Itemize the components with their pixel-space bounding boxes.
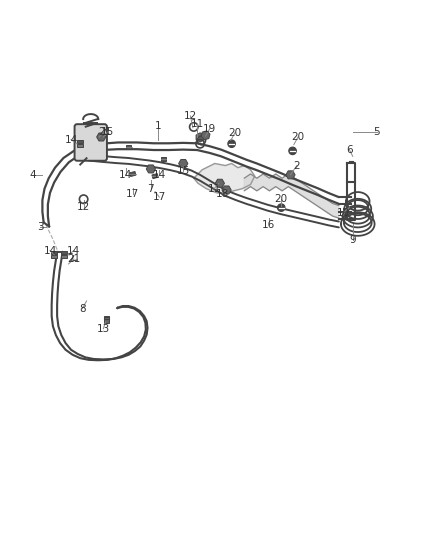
Text: 15: 15 bbox=[101, 127, 114, 137]
Text: 20: 20 bbox=[275, 194, 288, 204]
Polygon shape bbox=[215, 179, 224, 187]
Text: 3: 3 bbox=[37, 222, 44, 231]
Text: 2: 2 bbox=[293, 160, 300, 171]
Text: 18: 18 bbox=[216, 189, 229, 199]
Text: 14: 14 bbox=[67, 246, 81, 255]
Text: 12: 12 bbox=[184, 111, 197, 121]
Bar bbox=[161, 157, 166, 161]
Text: 17: 17 bbox=[126, 189, 139, 199]
Bar bbox=[104, 316, 109, 324]
Text: 15: 15 bbox=[177, 166, 190, 176]
Text: 5: 5 bbox=[373, 127, 380, 137]
Text: 14: 14 bbox=[153, 170, 166, 180]
Polygon shape bbox=[244, 174, 339, 218]
Text: 16: 16 bbox=[262, 220, 275, 230]
Text: 12: 12 bbox=[77, 202, 90, 212]
Text: 21: 21 bbox=[98, 127, 111, 137]
Polygon shape bbox=[222, 186, 231, 194]
Text: 20: 20 bbox=[228, 128, 241, 138]
Text: 4: 4 bbox=[30, 170, 36, 180]
Polygon shape bbox=[286, 171, 295, 179]
Polygon shape bbox=[196, 133, 204, 142]
Bar bbox=[61, 251, 67, 254]
Text: 11: 11 bbox=[207, 184, 221, 193]
Text: 14: 14 bbox=[64, 134, 78, 144]
Polygon shape bbox=[146, 165, 155, 173]
Polygon shape bbox=[194, 164, 255, 193]
Text: 13: 13 bbox=[97, 324, 110, 334]
Polygon shape bbox=[201, 131, 210, 140]
Bar bbox=[61, 255, 67, 258]
Circle shape bbox=[289, 147, 297, 155]
FancyBboxPatch shape bbox=[74, 124, 107, 161]
Text: 1: 1 bbox=[155, 120, 161, 131]
Bar bbox=[152, 174, 158, 179]
Text: 6: 6 bbox=[346, 144, 353, 155]
Text: 9: 9 bbox=[350, 236, 356, 245]
Text: 10: 10 bbox=[336, 208, 350, 217]
Text: 14: 14 bbox=[43, 246, 57, 255]
Bar bbox=[126, 145, 131, 149]
Circle shape bbox=[228, 140, 235, 148]
Circle shape bbox=[277, 204, 285, 212]
Bar bbox=[51, 255, 57, 258]
Polygon shape bbox=[179, 159, 188, 167]
Bar bbox=[51, 251, 57, 254]
Bar bbox=[130, 172, 136, 176]
Text: 7: 7 bbox=[148, 184, 154, 193]
Text: 17: 17 bbox=[153, 192, 166, 202]
Text: 11: 11 bbox=[191, 118, 204, 128]
Text: 20: 20 bbox=[291, 132, 304, 142]
Text: 14: 14 bbox=[119, 170, 132, 180]
Bar bbox=[77, 140, 83, 143]
Bar bbox=[77, 144, 83, 147]
Text: 8: 8 bbox=[79, 304, 86, 313]
Text: 19: 19 bbox=[203, 124, 216, 134]
Polygon shape bbox=[97, 133, 106, 141]
Text: 21: 21 bbox=[67, 254, 81, 264]
